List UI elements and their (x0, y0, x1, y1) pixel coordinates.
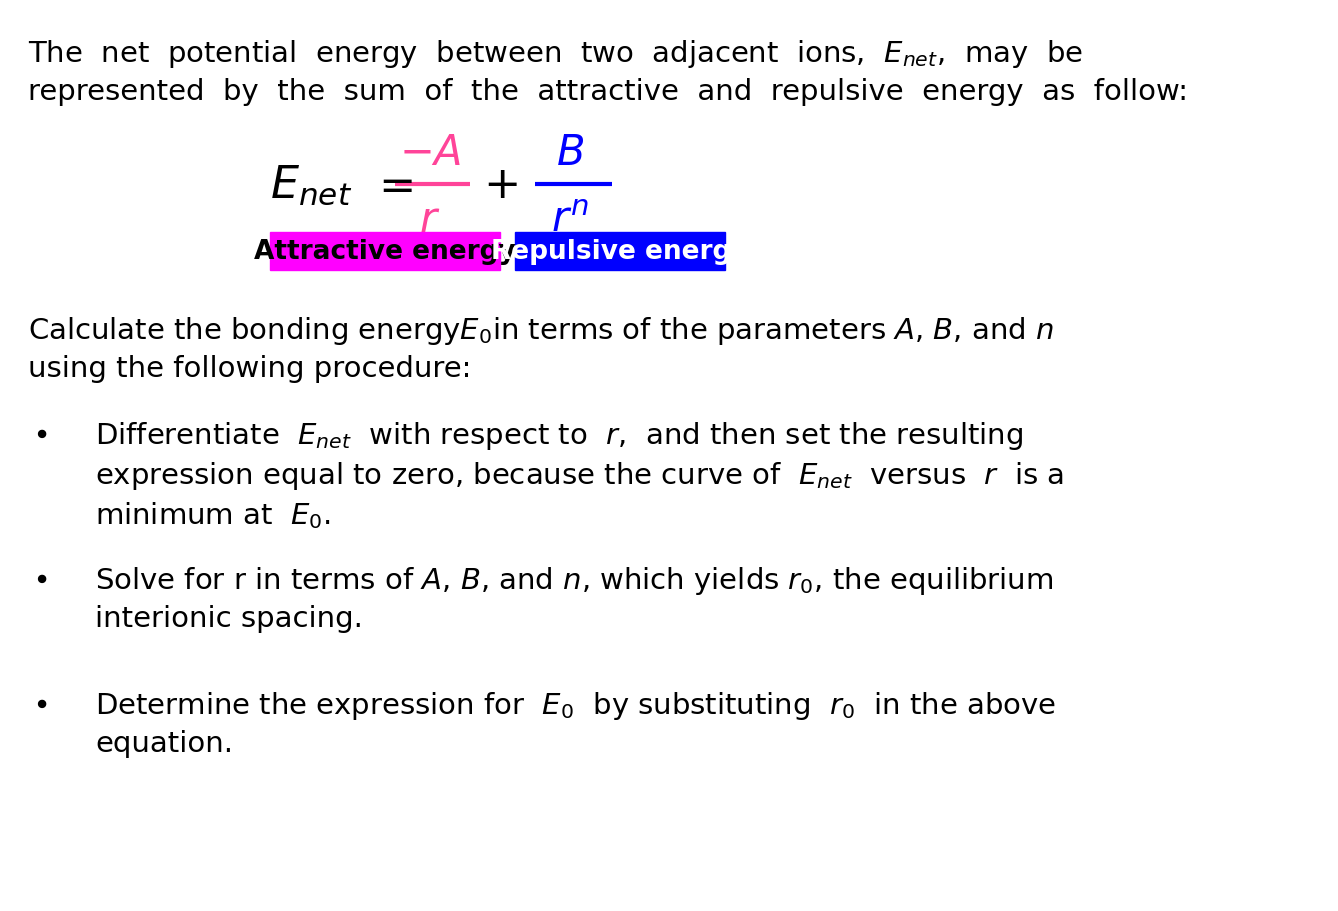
Text: $+$: $+$ (483, 163, 518, 206)
Text: Determine the expression for  $E_0$  by substituting  $r_0$  in the above: Determine the expression for $E_0$ by su… (95, 690, 1056, 722)
Text: minimum at  $E_0$.: minimum at $E_0$. (95, 499, 330, 530)
Text: Attractive energy: Attractive energy (254, 239, 516, 265)
Text: Repulsive energy: Repulsive energy (491, 239, 749, 265)
Text: equation.: equation. (95, 729, 233, 757)
FancyBboxPatch shape (515, 232, 725, 271)
Text: $\bullet$: $\bullet$ (32, 565, 48, 592)
FancyBboxPatch shape (270, 232, 500, 271)
Text: interionic spacing.: interionic spacing. (95, 604, 363, 632)
Text: $-A$: $-A$ (399, 132, 462, 174)
Text: The  net  potential  energy  between  two  adjacent  ions,  $E_{net}$,  may  be: The net potential energy between two adj… (28, 38, 1082, 70)
Text: $E_{net}$: $E_{net}$ (270, 163, 352, 207)
Text: using the following procedure:: using the following procedure: (28, 354, 471, 383)
Text: Calculate the bonding energy$E_0$in terms of the parameters $A$, $B$, and $n$: Calculate the bonding energy$E_0$in term… (28, 314, 1054, 346)
Text: $r$: $r$ (419, 199, 440, 241)
Text: $=$: $=$ (371, 163, 413, 206)
Text: represented  by  the  sum  of  the  attractive  and  repulsive  energy  as  foll: represented by the sum of the attractive… (28, 78, 1188, 106)
Text: $B$: $B$ (557, 132, 583, 174)
Text: Solve for r in terms of $A$, $B$, and $n$, which yields $r_0$, the equilibrium: Solve for r in terms of $A$, $B$, and $n… (95, 565, 1053, 597)
Text: $\bullet$: $\bullet$ (32, 420, 48, 447)
Text: Differentiate  $E_{net}$  with respect to  $r$,  and then set the resulting: Differentiate $E_{net}$ with respect to … (95, 420, 1024, 452)
Text: $\bullet$: $\bullet$ (32, 690, 48, 717)
Text: $r^n$: $r^n$ (551, 199, 589, 241)
Text: expression equal to zero, because the curve of  $E_{net}$  versus  $r$  is a: expression equal to zero, because the cu… (95, 459, 1064, 491)
